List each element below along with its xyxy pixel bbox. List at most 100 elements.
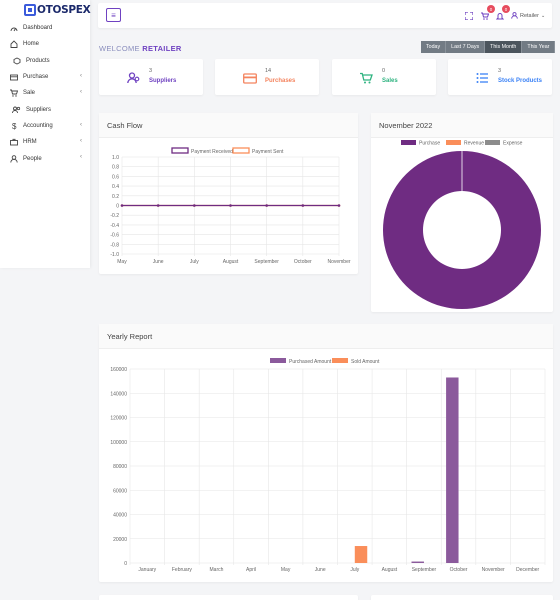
sidebar-item-suppliers[interactable]: Suppliers [0, 101, 90, 117]
stat-card-suppliers[interactable]: 3 Suppliers [99, 59, 203, 95]
period-this-year-button[interactable]: This Year [522, 41, 556, 53]
briefcase-icon [9, 138, 18, 147]
data-point [120, 204, 124, 207]
credit-card-icon [243, 71, 257, 84]
sidebar-item-label: Accounting [23, 122, 53, 129]
user-label: Retailer [520, 12, 539, 19]
users-icon [127, 71, 140, 84]
x-tick-label: February [172, 567, 193, 573]
user-menu[interactable]: Retailer ⌄ [511, 12, 545, 19]
menu-toggle-button[interactable]: ≡ [106, 8, 121, 22]
welcome-prefix: WELCOME [99, 44, 140, 53]
y-tick-label: 80000 [113, 464, 127, 470]
cash-flow-title: Cash Flow [99, 113, 358, 138]
data-point [156, 204, 160, 207]
cart-button[interactable]: 0 [480, 5, 495, 20]
y-tick-label: 40000 [113, 513, 127, 519]
sidebar-item-label: Purchase [23, 74, 49, 81]
stat-value: 3 [498, 68, 502, 74]
legend-swatch [485, 140, 500, 145]
period-filter: Today Last 7 Days This Month This Year [421, 41, 556, 53]
y-tick-label: 20000 [113, 537, 127, 543]
stat-card-purchases[interactable]: 14 Purchases [215, 59, 319, 95]
stat-value: 3 [149, 68, 153, 74]
stat-value: 14 [265, 68, 272, 74]
topbar: ≡ 0 0 Retailer ⌄ [98, 3, 552, 28]
cart-icon [9, 89, 18, 98]
x-tick-label: January [138, 567, 156, 573]
legend-item[interactable]: Purchased Amount [270, 358, 332, 365]
cart-badge: 0 [487, 5, 495, 13]
notifications-button[interactable]: 0 [495, 5, 510, 20]
legend-item[interactable]: Purchase [401, 140, 440, 147]
legend-item[interactable]: Revenue [446, 140, 484, 147]
x-tick-label: June [315, 567, 326, 573]
november-title: November 2022 [371, 113, 553, 138]
legend-swatch [332, 358, 348, 363]
sidebar-item-label: HRM [23, 139, 37, 146]
sidebar-item-hrm[interactable]: HRM ‹ [0, 134, 90, 150]
cash-flow-chart: Payment Received Payment Sent 1.0 0.8 0.6 0.4… [110, 147, 351, 265]
stat-label: Stock Products [498, 78, 543, 84]
sidebar-item-label: People [23, 155, 42, 162]
period-last-7-days-button[interactable]: Last 7 Days [446, 41, 486, 53]
user-icon [511, 12, 518, 19]
fullscreen-icon[interactable] [464, 11, 473, 20]
y-tick-label: 60000 [113, 488, 127, 494]
x-tick-label: May [117, 259, 127, 265]
x-tick-label: March [210, 567, 224, 573]
legend-label: Payment Received [191, 149, 233, 155]
data-point [229, 204, 232, 207]
cart-icon [480, 12, 489, 20]
sidebar-item-purchase[interactable]: Purchase ‹ [0, 69, 90, 85]
y-tick-label: 0.6 [112, 174, 119, 180]
box-icon [12, 56, 21, 65]
x-tick-label: November [482, 567, 505, 573]
chevron-left-icon: ‹ [80, 138, 82, 145]
cart-icon [360, 71, 373, 84]
data-point [193, 204, 196, 207]
sidebar-item-home[interactable]: Home [0, 36, 90, 52]
brand-logo[interactable]: OTOSPEX [24, 3, 91, 17]
stat-card-sales[interactable]: 0 Sales [332, 59, 436, 95]
sidebar-item-label: Suppliers [26, 106, 52, 113]
donut-slice [382, 151, 541, 309]
legend-label: Purchase [419, 141, 440, 147]
stat-label: Sales [382, 78, 398, 84]
x-tick-label: September [412, 567, 437, 573]
home-icon [9, 40, 18, 49]
person-icon [9, 154, 18, 163]
welcome-heading: WELCOME RETAILER [99, 44, 182, 53]
sidebar-item-products[interactable]: Products [0, 53, 90, 69]
sidebar-item-sale[interactable]: Sale ‹ [0, 85, 90, 101]
x-tick-label: October [294, 259, 312, 265]
legend-item[interactable]: Payment Received [171, 147, 233, 155]
x-tick-label: April [246, 567, 256, 573]
data-point [337, 204, 341, 207]
legend-label: Sold Amount [351, 359, 380, 365]
legend-item[interactable]: Expense [485, 140, 523, 147]
legend-item[interactable]: Sold Amount [332, 358, 380, 365]
bell-icon [495, 12, 504, 19]
sidebar-item-label: Home [23, 41, 40, 48]
stat-card-stock-products[interactable]: 3 Stock Products [448, 59, 552, 95]
period-this-month-button[interactable]: This Month [485, 41, 523, 53]
y-tick-label: 160000 [110, 367, 127, 373]
sidebar-item-label: Sale [23, 90, 36, 97]
x-tick-label: November [327, 259, 350, 265]
sidebar-item-dashboard[interactable]: Dashboard [0, 20, 90, 36]
chevron-down-icon: ⌄ [540, 12, 546, 19]
sidebar-item-people[interactable]: People ‹ [0, 150, 90, 166]
legend-item[interactable]: Payment Sent [232, 147, 284, 155]
period-today-button[interactable]: Today [421, 41, 447, 53]
x-tick-label: June [153, 259, 164, 265]
legend-swatch [270, 358, 286, 363]
chevron-left-icon: ‹ [80, 72, 82, 79]
x-tick-label: December [516, 567, 539, 573]
bar [446, 377, 459, 563]
stat-label: Purchases [265, 78, 296, 84]
speedometer-icon [9, 24, 18, 33]
chevron-left-icon: ‹ [80, 154, 82, 161]
sidebar-item-accounting[interactable]: $ Accounting ‹ [0, 118, 90, 134]
bar [411, 561, 424, 563]
